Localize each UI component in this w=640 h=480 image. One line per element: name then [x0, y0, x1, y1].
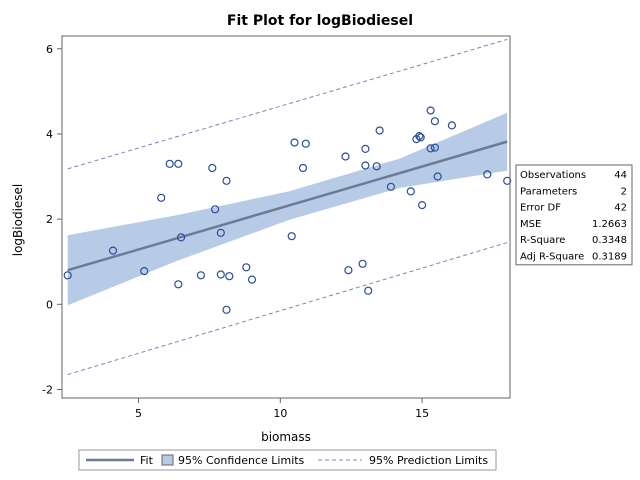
data-point [416, 133, 425, 142]
data-point [361, 161, 370, 170]
x-tick-label: 15 [415, 407, 429, 420]
data-point [196, 271, 205, 280]
data-point [430, 117, 439, 126]
data-point [174, 159, 183, 168]
legend: Fit 95% Confidence Limits 95% Prediction L… [78, 449, 497, 471]
data-point [165, 159, 174, 168]
y-tick-label: 2 [46, 213, 53, 226]
data-point [406, 187, 415, 196]
data-point [247, 275, 257, 284]
x-tick-label: 5 [135, 407, 142, 420]
stat-value: 2 [621, 186, 627, 197]
data-point [358, 259, 367, 268]
data-point [430, 143, 439, 152]
y-tick-label: 4 [46, 128, 53, 141]
data-point [386, 182, 395, 191]
stat-label: Adj R-Square [520, 252, 584, 263]
stat-value: 44 [614, 170, 627, 181]
fit-line [67, 140, 508, 272]
axes: 5 10 15 -2 0 2 4 6 [42, 35, 511, 420]
stat-value: 0.3189 [592, 252, 627, 263]
data-point [174, 280, 183, 289]
data-point [341, 152, 350, 161]
data-point [415, 132, 424, 141]
stat-label: Error DF [520, 203, 561, 214]
plot-area [63, 38, 512, 376]
legend-confidence-label: 95% Confidence Limits [178, 454, 305, 467]
data-point [364, 286, 373, 295]
data-point [298, 163, 308, 173]
data-point [222, 176, 231, 185]
y-axis-label: logBiodiesel [11, 184, 25, 257]
data-point [426, 106, 435, 115]
data-point [208, 163, 217, 173]
chart-title: Fit Plot for logBiodiesel [227, 13, 413, 29]
prediction-limit-upper [67, 38, 508, 170]
stat-value: 1.2663 [592, 219, 627, 230]
fit-statistics-box [515, 164, 633, 266]
stat-label: Parameters [520, 186, 577, 197]
data-point [108, 246, 118, 255]
legend-box [78, 449, 497, 471]
y-tick-label: -2 [42, 383, 53, 396]
legend-confidence-swatch [161, 454, 174, 466]
stat-label: Observations [520, 170, 586, 181]
data-point [63, 271, 72, 280]
data-point [140, 267, 149, 276]
data-point [216, 270, 225, 279]
data-point [177, 233, 186, 242]
x-axis-label: biomass [261, 430, 311, 444]
stat-label: MSE [520, 219, 541, 230]
plot-frame [61, 35, 511, 399]
y-tick-label: 6 [46, 43, 53, 56]
stat-label: R-Square [520, 235, 565, 246]
data-point [418, 201, 427, 210]
data-point [426, 144, 435, 153]
x-tick-label: 10 [273, 407, 287, 420]
data-point [216, 228, 225, 237]
y-tick-label: 0 [46, 298, 53, 311]
data-point [287, 232, 296, 241]
data-point [301, 139, 310, 148]
data-point [344, 266, 353, 275]
data-point [375, 126, 384, 135]
data-point [211, 205, 220, 214]
data-point [225, 272, 234, 281]
legend-fit-label: Fit [140, 454, 154, 467]
data-point [242, 263, 251, 272]
data-point [290, 138, 299, 147]
data-point [157, 193, 166, 202]
data-point [433, 172, 442, 181]
data-point [483, 170, 492, 179]
stat-value: 42 [614, 203, 627, 214]
data-point [222, 305, 231, 314]
fit-statistics-table: Observations 44 Parameters 2 Error DF 42 MSE 1.… [515, 164, 633, 266]
confidence-band [67, 112, 508, 306]
legend-prediction-label: 95% Prediction Limits [369, 454, 488, 467]
data-point [372, 162, 381, 171]
data-point [447, 121, 456, 130]
stat-value: 0.3348 [592, 235, 627, 246]
data-point [503, 176, 512, 185]
data-point [361, 144, 370, 153]
